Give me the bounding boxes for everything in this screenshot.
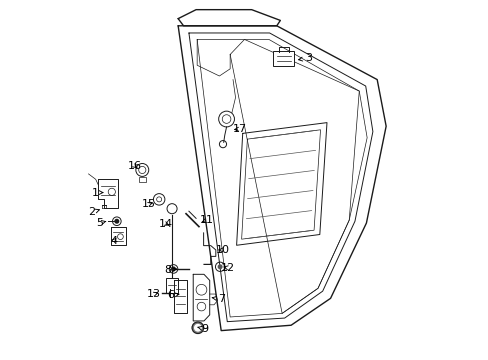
Text: 6: 6 (167, 291, 179, 301)
Circle shape (115, 220, 119, 223)
Text: 2: 2 (88, 207, 99, 217)
Text: 7: 7 (212, 294, 224, 304)
Text: 1: 1 (92, 188, 102, 198)
Text: 4: 4 (110, 236, 117, 246)
Text: 12: 12 (221, 263, 235, 273)
Text: 16: 16 (128, 161, 142, 171)
Circle shape (171, 267, 175, 271)
Text: 15: 15 (141, 199, 155, 210)
FancyBboxPatch shape (273, 51, 294, 66)
Text: 17: 17 (233, 124, 247, 134)
FancyBboxPatch shape (139, 177, 145, 182)
Text: 13: 13 (147, 289, 161, 299)
Text: 11: 11 (200, 215, 213, 225)
Text: 5: 5 (96, 218, 105, 228)
Text: 10: 10 (216, 245, 229, 255)
Circle shape (192, 322, 203, 333)
Text: 3: 3 (298, 53, 312, 63)
Circle shape (218, 265, 222, 269)
Text: 14: 14 (158, 219, 172, 229)
Text: 9: 9 (198, 324, 207, 334)
Circle shape (194, 324, 201, 331)
Text: 8: 8 (163, 265, 176, 275)
FancyBboxPatch shape (165, 278, 178, 293)
